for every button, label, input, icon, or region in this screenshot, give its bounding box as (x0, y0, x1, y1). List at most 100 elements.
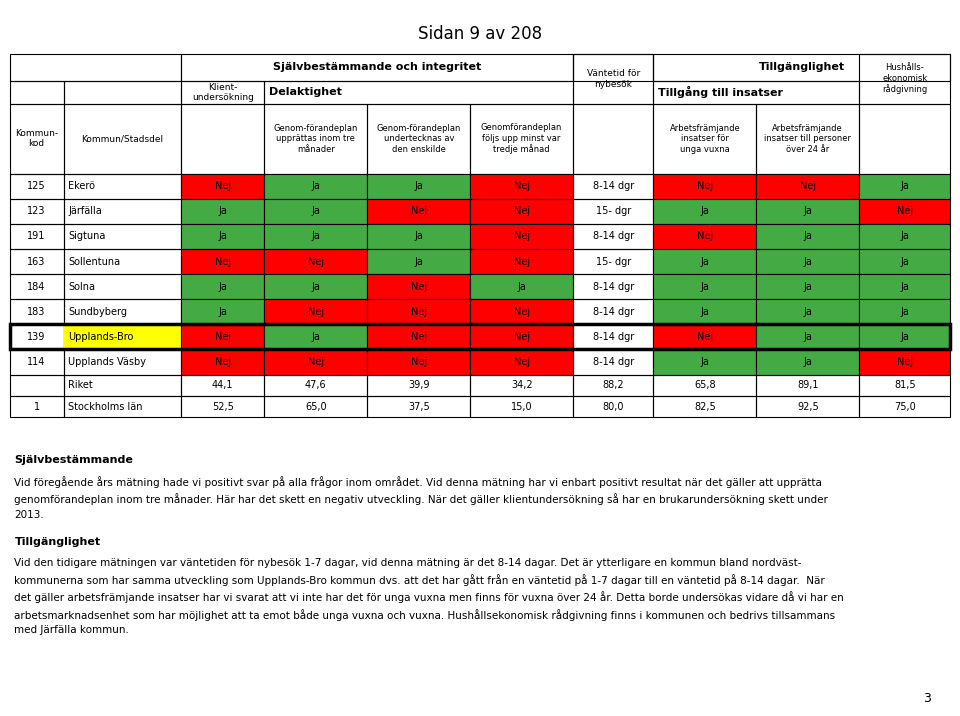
Bar (10, 274, 63, 299)
Bar (859, 374, 950, 396)
Text: Ja: Ja (701, 306, 709, 316)
Text: Upplands-Bro: Upplands-Bro (68, 332, 133, 342)
Bar (63, 324, 181, 349)
Bar (368, 374, 470, 396)
Bar (264, 299, 368, 324)
Bar (654, 274, 756, 299)
Bar (10, 173, 63, 198)
Bar (654, 224, 756, 249)
Bar (63, 349, 181, 374)
Bar (470, 324, 573, 349)
Bar (859, 198, 950, 224)
Text: Ja: Ja (804, 206, 812, 216)
Text: 8-14 dgr: 8-14 dgr (592, 306, 634, 316)
Bar (470, 349, 573, 374)
Bar (181, 54, 573, 81)
Text: Nej: Nej (411, 206, 427, 216)
Text: Nej: Nej (215, 332, 230, 342)
Bar (756, 173, 859, 198)
Bar (368, 104, 470, 173)
Bar (264, 374, 368, 396)
Bar (756, 324, 859, 349)
Bar (859, 249, 950, 274)
Text: Nej: Nej (308, 357, 324, 367)
Bar (470, 396, 573, 417)
Text: 123: 123 (27, 206, 46, 216)
Text: Nej: Nej (514, 332, 530, 342)
Bar (756, 349, 859, 374)
Text: 80,0: 80,0 (603, 402, 624, 412)
Text: Nej: Nej (514, 256, 530, 266)
Text: 75,0: 75,0 (894, 402, 916, 412)
Text: Ja: Ja (804, 281, 812, 291)
Text: Ja: Ja (900, 256, 909, 266)
Bar (368, 198, 470, 224)
Bar (859, 104, 950, 173)
Bar (470, 249, 573, 274)
Bar (181, 274, 264, 299)
Bar (470, 324, 573, 349)
Bar (859, 299, 950, 324)
Bar (573, 104, 654, 173)
Text: 191: 191 (28, 231, 46, 241)
Bar (264, 396, 368, 417)
Bar (573, 324, 654, 349)
Bar (10, 324, 63, 349)
Text: Riket: Riket (68, 380, 93, 390)
Text: Ja: Ja (804, 357, 812, 367)
Bar (264, 173, 368, 198)
Bar (470, 299, 573, 324)
Bar (63, 324, 181, 349)
Bar (470, 249, 573, 274)
Text: Nej: Nej (514, 206, 530, 216)
Text: Ja: Ja (311, 181, 321, 191)
Text: Ja: Ja (701, 256, 709, 266)
Bar (756, 198, 859, 224)
Text: Nej: Nej (215, 181, 230, 191)
Text: 65,0: 65,0 (305, 402, 326, 412)
Bar (573, 224, 654, 249)
Bar (756, 224, 859, 249)
Text: 3: 3 (924, 692, 931, 705)
Text: Ja: Ja (804, 256, 812, 266)
Text: Arbetsfrämjande
insatser för
unga vuxna: Arbetsfrämjande insatser för unga vuxna (669, 124, 740, 154)
Bar (756, 198, 859, 224)
Bar (368, 396, 470, 417)
Text: Upplands Väsby: Upplands Väsby (68, 357, 146, 367)
Bar (756, 299, 859, 324)
Text: Ja: Ja (311, 231, 321, 241)
Bar (63, 224, 181, 249)
Text: Ja: Ja (311, 206, 321, 216)
Text: Självbestämmande: Självbestämmande (14, 455, 133, 465)
Text: Kommun-
kod: Kommun- kod (15, 129, 59, 148)
Text: Ja: Ja (218, 306, 228, 316)
Bar (859, 173, 950, 198)
Text: Kommun/Stadsdel: Kommun/Stadsdel (82, 135, 163, 143)
Bar (573, 249, 654, 274)
Bar (264, 104, 368, 173)
Text: Nej: Nej (897, 206, 913, 216)
Bar (470, 173, 573, 198)
Text: 92,5: 92,5 (797, 402, 819, 412)
Bar (654, 299, 756, 324)
Bar (573, 274, 654, 299)
Bar (654, 173, 756, 198)
Text: Nej: Nej (411, 357, 427, 367)
Bar (264, 349, 368, 374)
Bar (368, 173, 470, 198)
Bar (368, 324, 470, 349)
Text: Vid den tidigare mätningen var väntetiden för nybesök 1-7 dagar, vid denna mätni: Vid den tidigare mätningen var väntetide… (14, 558, 844, 635)
Text: 15,0: 15,0 (511, 402, 533, 412)
Bar (10, 198, 63, 224)
Bar (264, 249, 368, 274)
Bar (859, 54, 950, 104)
Bar (264, 274, 368, 299)
Bar (654, 249, 756, 274)
Text: 15- dgr: 15- dgr (595, 256, 631, 266)
Bar (368, 274, 470, 299)
Text: Nej: Nej (514, 357, 530, 367)
Bar (573, 396, 654, 417)
Bar (654, 324, 756, 349)
Bar (654, 249, 756, 274)
Bar (63, 104, 181, 173)
